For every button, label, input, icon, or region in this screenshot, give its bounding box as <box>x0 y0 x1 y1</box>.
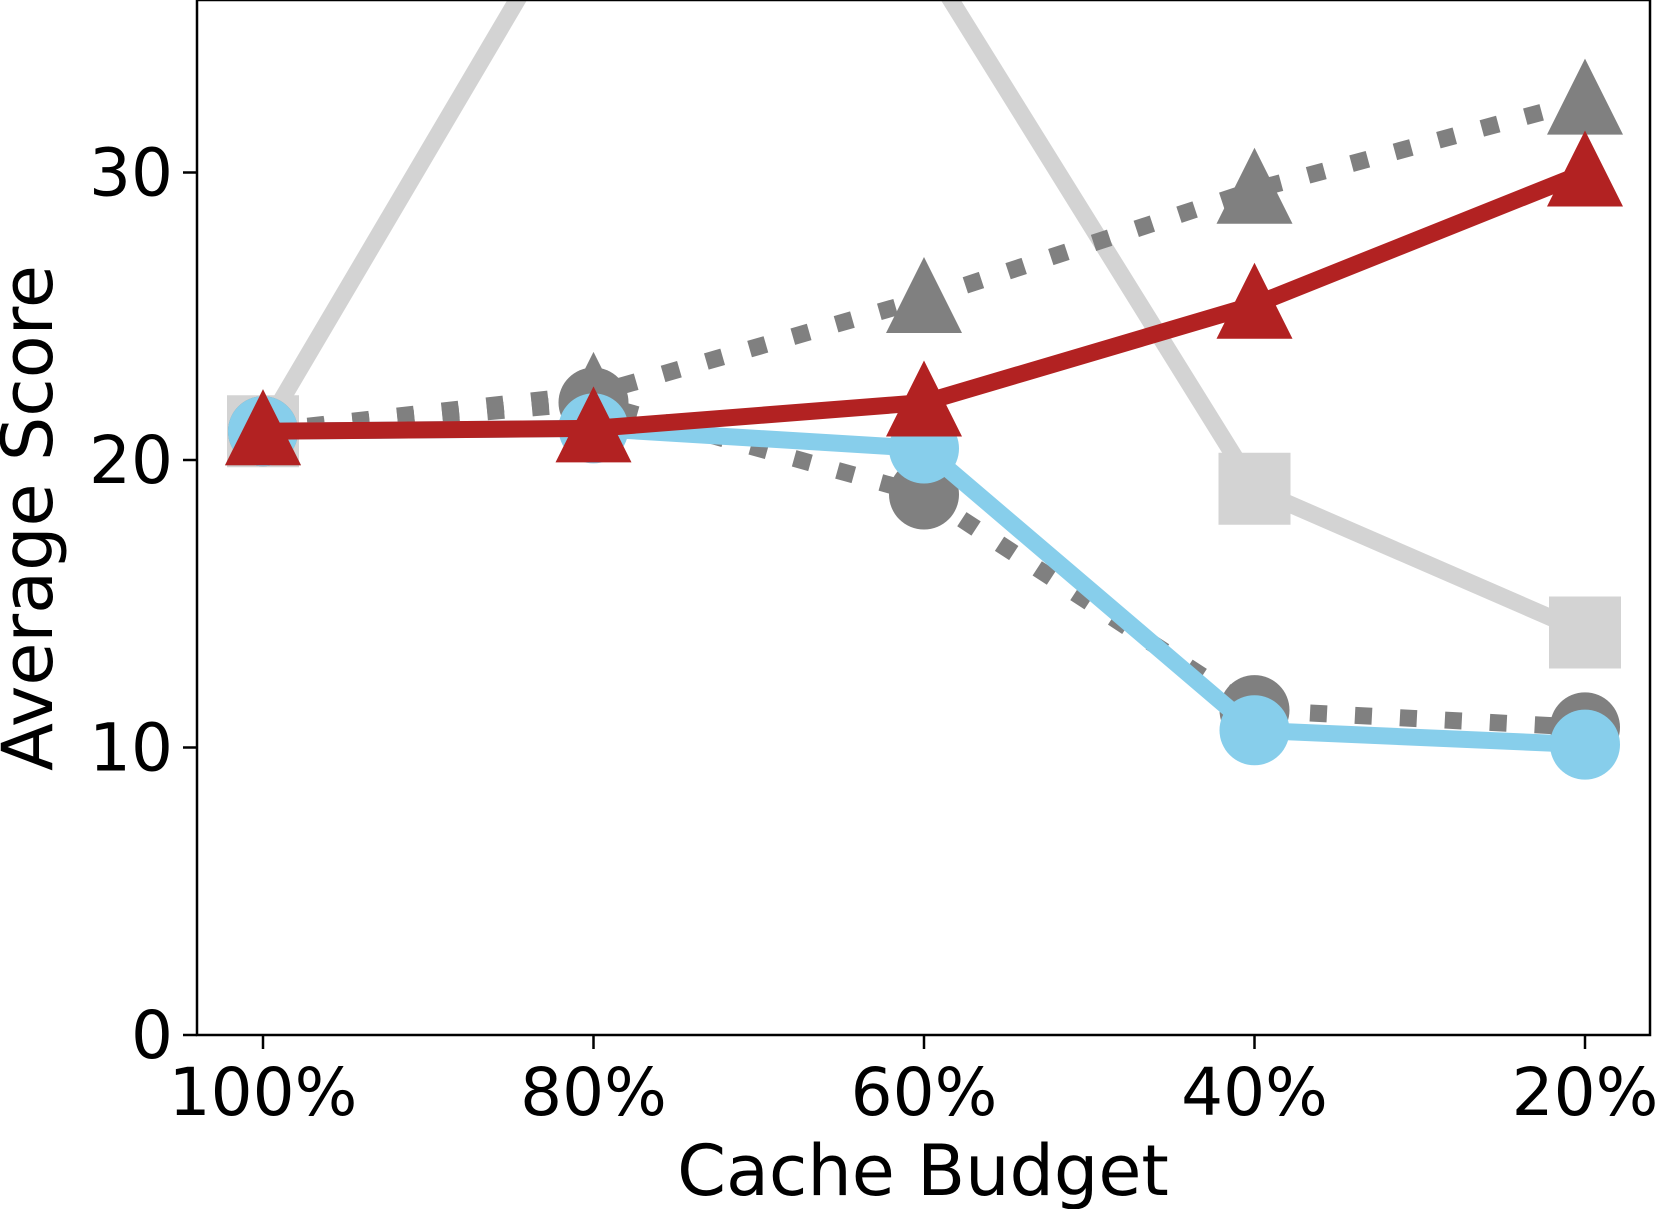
series-4-point-4 <box>1219 695 1290 766</box>
series-3-point-3 <box>886 257 962 333</box>
x-tick-label-5: 20% <box>1512 1054 1659 1131</box>
x-tick-label-3: 60% <box>851 1054 998 1131</box>
series-1-point-4 <box>1218 452 1291 525</box>
y-tick-label-1: 0 <box>131 997 173 1074</box>
x-axis-label: Cache Budget <box>677 1130 1169 1209</box>
y-tick-label-3: 20 <box>89 422 173 499</box>
y-axis-label: Average Score <box>0 265 69 771</box>
y-tick-label-2: 10 <box>89 710 173 787</box>
x-tick-label-2: 80% <box>520 1054 667 1131</box>
series-layer <box>225 0 1623 780</box>
series-1-line <box>255 0 1589 641</box>
x-tick-label-1: 100% <box>169 1054 358 1131</box>
x-tick-label-4: 40% <box>1181 1054 1328 1131</box>
series-5-point-4 <box>1216 262 1293 339</box>
series-5 <box>225 130 1623 466</box>
series-5-point-3 <box>886 360 962 437</box>
series-2-line <box>262 394 1586 736</box>
series-4-point-5 <box>1550 709 1620 780</box>
series-1 <box>227 0 1621 669</box>
series-5-point-1 <box>225 389 301 466</box>
series-3-point-4 <box>1216 147 1293 224</box>
series-5-point-2 <box>555 386 632 463</box>
axis-layer: 0 10 20 30 100% 80% 60% 40% 20% <box>89 135 1658 1132</box>
series-1-point-5 <box>1549 596 1621 669</box>
series-5-point-5 <box>1547 130 1623 207</box>
series-3-point-5 <box>1547 58 1623 135</box>
y-tick-label-4: 30 <box>89 135 173 212</box>
